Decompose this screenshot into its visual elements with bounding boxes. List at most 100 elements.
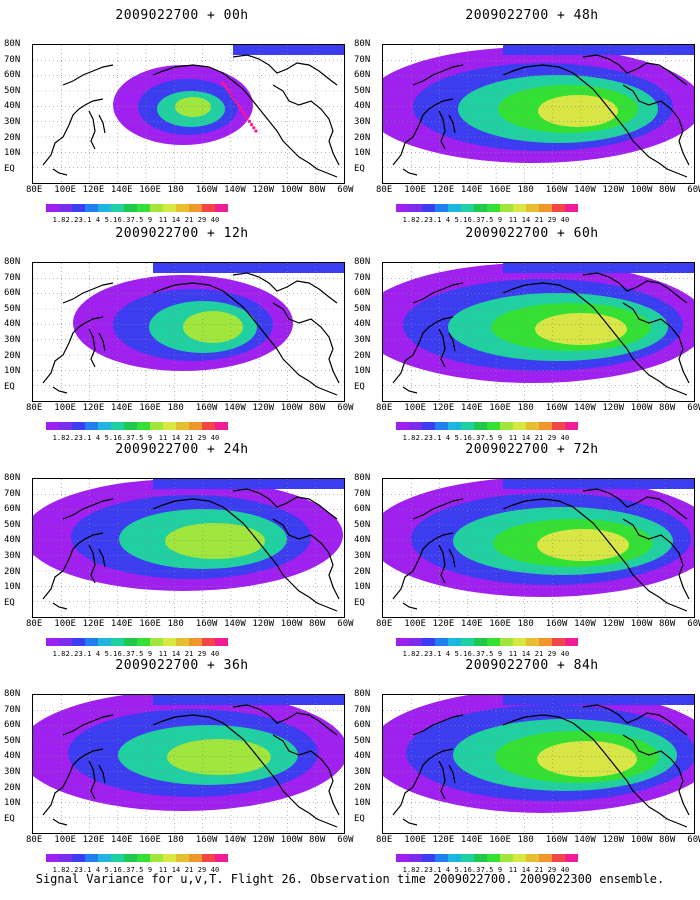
longitude-label: 140E — [460, 185, 483, 195]
colorbar-label: 29 — [547, 216, 557, 224]
latitude-label: 70N — [354, 54, 371, 65]
panel-title: 2009022700 + 24h — [115, 442, 249, 457]
latitude-label: 20N — [4, 566, 21, 577]
coastline — [308, 380, 338, 396]
colorbar-label: 11 — [158, 650, 168, 658]
coastline — [438, 760, 446, 800]
longitude-label: 140W — [224, 185, 246, 195]
colorbar-segment — [435, 854, 448, 862]
longitude-label: 80E — [26, 403, 43, 413]
colorbar-label: 3.1 — [78, 434, 92, 442]
variance-map — [383, 695, 694, 833]
panel-title: 2009022700 + 60h — [465, 226, 599, 241]
colorbar-label: 14 — [171, 216, 181, 224]
coastline — [392, 532, 454, 600]
longitude-label: 80E — [26, 185, 43, 195]
map-frame — [32, 694, 345, 834]
colorbar-label: 5.1 — [454, 434, 468, 442]
colorbar-segment — [409, 638, 422, 646]
colorbar-label: 29 — [197, 866, 207, 874]
longitude-label: 80E — [376, 619, 393, 629]
colorbar-label: 11 — [508, 434, 518, 442]
latitude-label: 10N — [354, 582, 371, 593]
coastline — [402, 386, 418, 394]
longitude-label: 60W — [337, 185, 354, 195]
colorbar-label: 5.1 — [454, 216, 468, 224]
variance-contour — [537, 529, 629, 561]
colorbar-label: 14 — [521, 650, 531, 658]
colorbar-label: 2.2 — [415, 650, 429, 658]
map-frame — [32, 262, 345, 402]
colorbar-label: 11 — [158, 866, 168, 874]
coastline — [88, 544, 96, 584]
latitude-label: 20N — [354, 566, 371, 577]
coastline — [52, 602, 68, 610]
coastline — [272, 518, 340, 600]
colorbar-label: 2.2 — [65, 216, 79, 224]
colorbar-segment — [539, 854, 552, 862]
variance-contour — [503, 695, 694, 705]
longitude-label: 140E — [110, 619, 133, 629]
latitude-label: 60N — [354, 70, 371, 81]
flight-track-point — [243, 113, 247, 117]
coastline — [448, 114, 456, 134]
longitude-label: 80E — [376, 835, 393, 845]
latitude-label: EQ — [354, 163, 365, 174]
longitude-label: 120E — [82, 403, 105, 413]
longitude-label: 120E — [82, 835, 105, 845]
longitude-label: 160E — [139, 403, 161, 413]
panel-title: 2009022700 + 00h — [115, 8, 249, 23]
colorbar-segment — [150, 638, 163, 646]
forecast-panel: 2009022700 + 36h 80N 70N 60N 50N 40N 30N 20N 10N… — [4, 658, 354, 874]
colorbar-label: 6.3 — [117, 216, 131, 224]
variance-contour — [503, 479, 694, 489]
latitude-label: 80N — [354, 473, 371, 483]
longitude-label: 180 — [167, 185, 184, 195]
coastline — [412, 282, 464, 304]
variance-contour — [503, 263, 694, 273]
longitude-label: 100W — [280, 403, 303, 413]
colorbar-segment — [176, 638, 189, 646]
colorbar-label: 6.3 — [467, 216, 481, 224]
flight-track-point — [221, 81, 225, 85]
longitude-label: 140E — [110, 835, 133, 845]
colorbar-label: 2.2 — [65, 434, 79, 442]
coastline — [438, 544, 446, 584]
forecast-panel: 2009022700 + 72h 80N 70N 60N 50N 40N 30N 20N 10N… — [354, 442, 700, 658]
colorbar-segment — [448, 854, 461, 862]
latitude-label: 30N — [354, 335, 371, 345]
colorbar-segment — [552, 204, 565, 212]
colorbar-label: 7.5 — [480, 866, 494, 874]
colorbar-label: 11 — [158, 434, 168, 442]
latitude-label: 50N — [354, 735, 371, 746]
colorbar-segment — [189, 854, 202, 862]
colorbar-label: 3.1 — [78, 866, 92, 874]
longitude-label: 80W — [309, 835, 326, 845]
flight-track-point — [252, 126, 256, 130]
colorbar-segment — [396, 638, 409, 646]
colorbar-label: 7.5 — [130, 216, 144, 224]
colorbar-label: 21 — [534, 650, 544, 658]
variance-map — [33, 45, 344, 183]
longitude-label: 120W — [252, 619, 275, 629]
variance-contour — [153, 263, 344, 273]
longitude-label: 80W — [659, 835, 676, 845]
latitude-label: 30N — [354, 117, 371, 127]
colorbar-segment — [111, 638, 124, 646]
colorbar-label: 40 — [210, 650, 220, 658]
colorbar-label: 5.1 — [104, 650, 118, 658]
longitude-label: 140W — [574, 835, 596, 845]
colorbar-label: 9 — [497, 434, 503, 442]
colorbar-segment — [215, 422, 228, 430]
colorbar-segment — [46, 854, 59, 862]
forecast-panel: 2009022700 + 00h 80N 70N 60N 50N 40N 30N 20N 10N… — [4, 8, 354, 224]
latitude-label: 80N — [354, 257, 371, 267]
colorbar-segment — [396, 422, 409, 430]
longitude-label: 160W — [545, 185, 568, 195]
coastline — [232, 54, 338, 86]
colorbar-segment — [526, 422, 539, 430]
map-frame — [32, 478, 345, 618]
colorbar-segment — [202, 854, 215, 862]
longitude-label: 160W — [545, 619, 568, 629]
longitude-label: 140E — [460, 619, 483, 629]
